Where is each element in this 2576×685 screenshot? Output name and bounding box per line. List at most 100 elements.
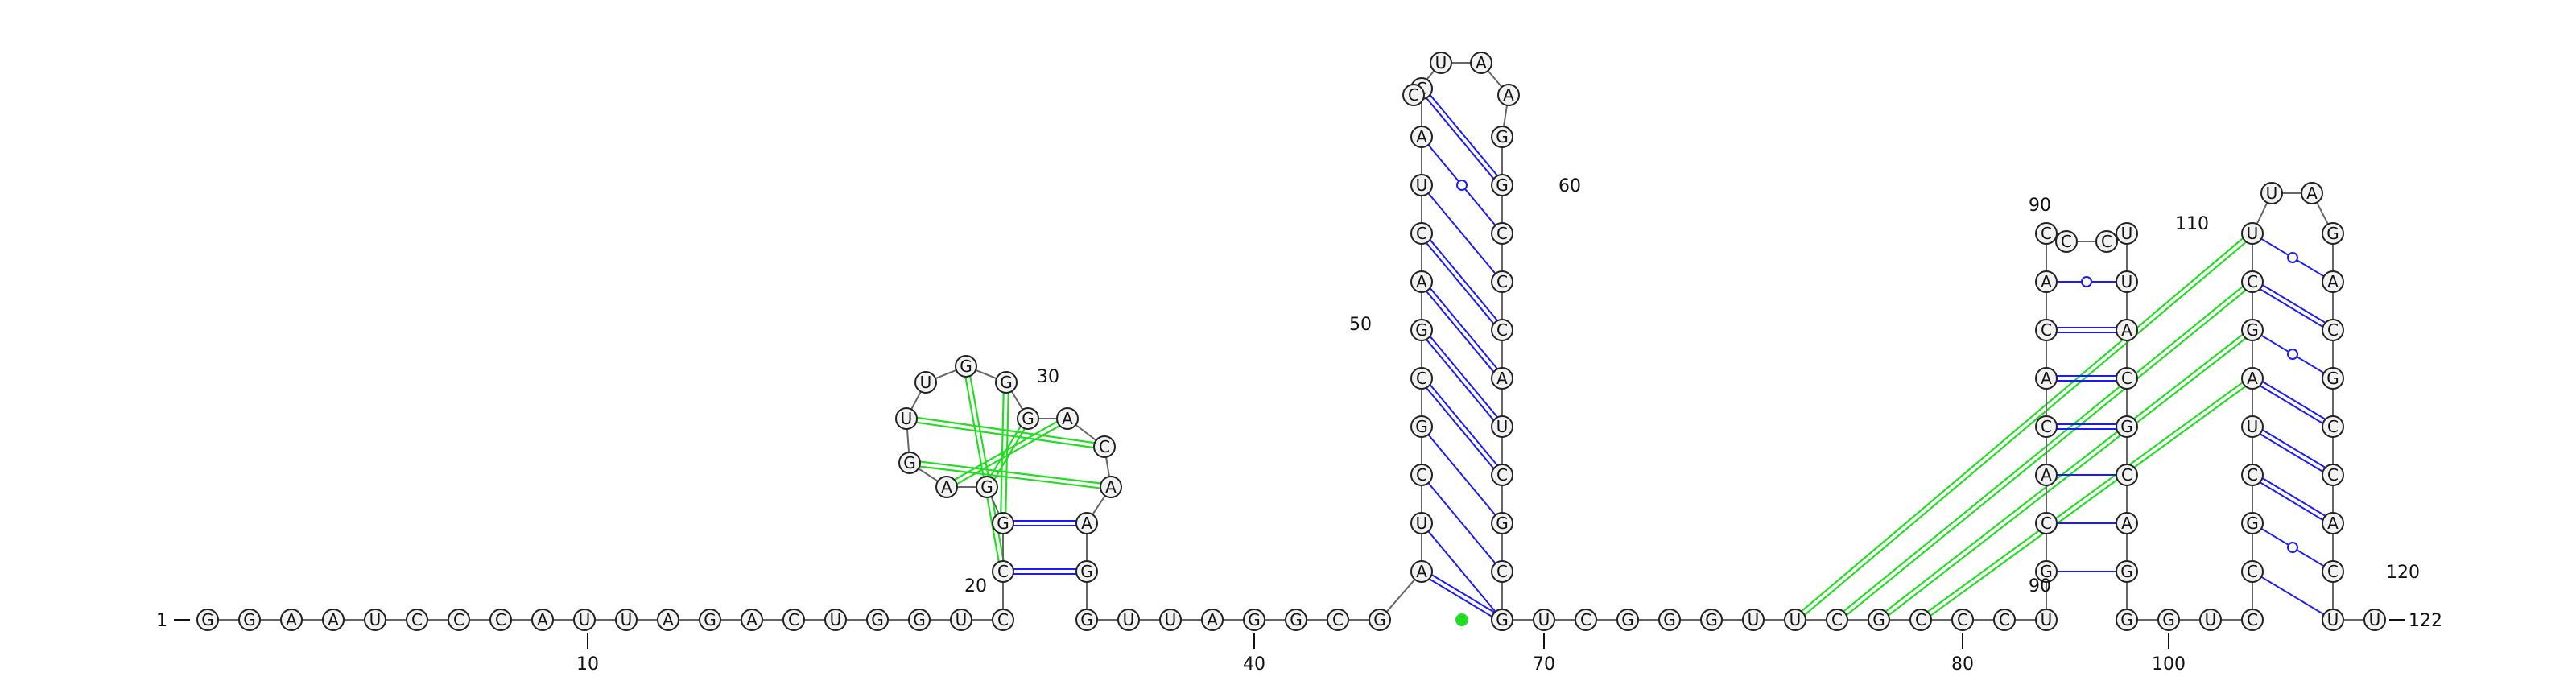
nucleotide-letter: C	[1915, 610, 1926, 629]
nucleotide: C	[2036, 513, 2057, 534]
nucleotide-letter: C	[2327, 562, 2339, 581]
wobble-pair-marker	[1457, 180, 1467, 190]
nucleotide-letter: C	[2041, 224, 2052, 243]
nucleotide-letter: C	[453, 610, 464, 629]
base-pair-line	[1430, 95, 1497, 175]
nucleotide: A	[1100, 477, 1121, 497]
nucleotide-letter: G	[2246, 320, 2259, 340]
nucleotide-letter: G	[1080, 610, 1093, 629]
nucleotide: U	[1411, 513, 1432, 534]
base-pair-line	[2261, 577, 2324, 615]
nucleotide-letter: U	[621, 610, 633, 629]
nucleotide: A	[1076, 513, 1097, 534]
nucleotide-letter: C	[495, 610, 506, 629]
backbone-segment	[1075, 425, 1096, 440]
nucleotide-letter: G	[1872, 610, 1885, 629]
nucleotide-letter: A	[1416, 127, 1427, 146]
nucleotide: A	[2036, 464, 2057, 485]
nucleotide: G	[1018, 408, 1038, 429]
nucleotide-letter: G	[913, 610, 926, 629]
nucleotide-letter: G	[704, 610, 716, 629]
base-pair-line	[2260, 434, 2323, 472]
nucleotide-letter: G	[201, 610, 214, 629]
nucleotide-letter: A	[746, 610, 758, 629]
nucleotide-letter: C	[2247, 562, 2258, 581]
nucleotide-letter: G	[960, 357, 972, 376]
nucleotide: G	[2322, 368, 2343, 389]
nucleotide: G	[1076, 609, 1097, 630]
nucleotide-letter: C	[2061, 232, 2072, 251]
wobble-pair-marker	[2082, 277, 2091, 287]
nucleotide: A	[1492, 368, 1513, 389]
nucleotide-letter: C	[1416, 465, 1427, 485]
nucleotide-letter: A	[1416, 562, 1427, 581]
nucleotide-letter: U	[1435, 53, 1447, 72]
nucleotide: C	[2242, 561, 2263, 582]
nucleotide-letter: A	[2041, 465, 2052, 485]
nucleotide-letter: A	[1476, 53, 1487, 72]
nucleotide-letter: C	[1496, 224, 1508, 243]
base-pair-line	[2263, 285, 2326, 323]
nucleotide: G	[867, 609, 888, 630]
end-number-label: 122	[2409, 611, 2442, 631]
nucleotide-letter: G	[1496, 175, 1509, 195]
nucleotide-letter: G	[2120, 610, 2133, 629]
nucleotide: G	[1701, 609, 1722, 630]
nucleotide-letter: G	[1496, 514, 1509, 533]
nucleotide-letter: G	[1663, 610, 1676, 629]
nucleotide-letter: C	[1496, 320, 1508, 340]
nucleotide: C	[2242, 609, 2263, 630]
nucleotide: C	[1910, 609, 1931, 630]
nucleotide: U	[2242, 223, 2263, 244]
nucleotide: C	[1492, 561, 1513, 582]
nucleotide-letter: G	[243, 610, 256, 629]
nucleotide: A	[2116, 320, 2137, 340]
nucleotide-letter: A	[663, 610, 674, 629]
nucleotide-letter: C	[997, 562, 1009, 581]
nucleotide-letter: G	[1415, 417, 1428, 436]
nucleotide: G	[1617, 609, 1638, 630]
nucleotide: U	[2242, 416, 2263, 437]
nucleotide: U	[574, 609, 595, 630]
backbone-segment	[1488, 71, 1501, 87]
backbone-segment	[1092, 496, 1105, 514]
nucleotide-letter: G	[1080, 562, 1093, 581]
nucleotide-letter: C	[2041, 514, 2052, 533]
nucleotide: U	[825, 609, 846, 630]
nucleotide: U	[1430, 52, 1451, 73]
backbone-segment	[2317, 203, 2328, 225]
nucleotide: G	[2116, 561, 2137, 582]
nucleotide-letter: C	[2327, 417, 2339, 436]
nucleotide-letter: G	[2326, 224, 2339, 243]
nucleotide: G	[1076, 561, 1097, 582]
backbone-segment	[1012, 391, 1023, 410]
base-pair-line	[2260, 386, 2323, 423]
base-pair-line	[1428, 435, 1495, 515]
nucleotide: U	[896, 408, 917, 429]
nucleotide-letter: U	[369, 610, 382, 629]
backbone-segment	[2257, 203, 2268, 225]
nucleotide: A	[1057, 408, 1078, 429]
number-label: 80	[1951, 654, 1974, 675]
nucleotide-letter: U	[2247, 224, 2259, 243]
nucleotide-letter: G	[1248, 610, 1261, 629]
nucleotide: G	[700, 609, 720, 630]
nucleotide: U	[1492, 416, 1513, 437]
backbone-segment	[1387, 580, 1415, 612]
base-pair-line	[2263, 430, 2326, 468]
base-pair-line	[1426, 98, 1493, 179]
nucleotide-letter: U	[2121, 272, 2133, 291]
nucleotide: C	[1327, 609, 1348, 630]
nucleotide-letter: G	[871, 610, 884, 629]
nucleotide-letter: C	[2121, 369, 2132, 388]
nucleotide: A	[532, 609, 553, 630]
nucleotide: A	[1411, 271, 1432, 292]
nucleotide: C	[1952, 609, 1973, 630]
number-label: 90	[2029, 576, 2051, 596]
base-pair-line	[2263, 478, 2326, 516]
number-label: 120	[2386, 563, 2420, 583]
nucleotide-letter: A	[2327, 272, 2339, 291]
nucleotide-letter: A	[2121, 514, 2132, 533]
